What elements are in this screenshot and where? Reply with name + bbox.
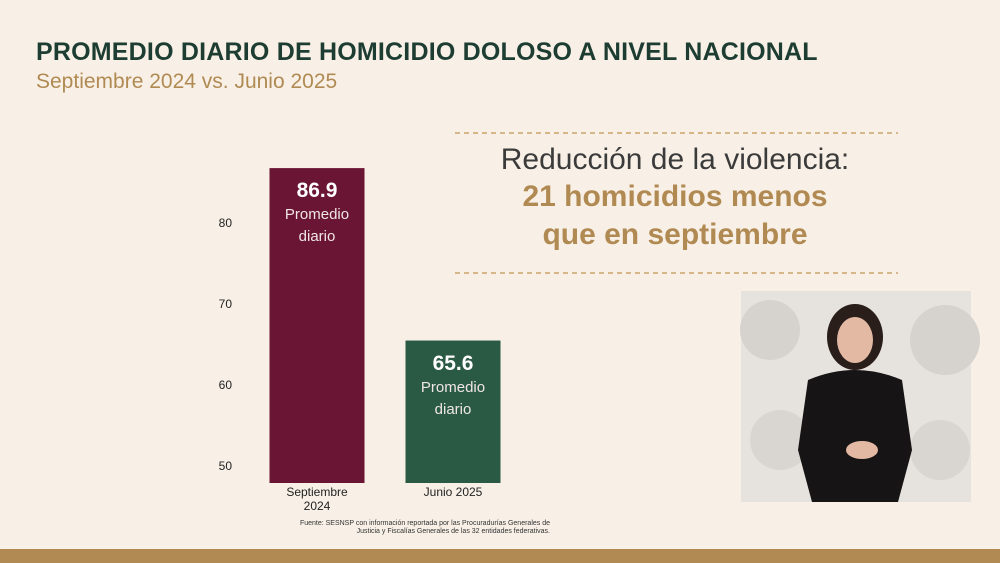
y-tick-label: 60 xyxy=(219,378,233,392)
x-tick-label: Junio 2025 xyxy=(423,485,483,499)
y-tick-label: 50 xyxy=(219,459,233,473)
subtitle: Septiembre 2024 vs. Junio 2025 xyxy=(36,70,338,93)
data-label: 86.9 xyxy=(296,179,338,203)
callout-text: Reducción de la violencia: xyxy=(500,143,850,176)
data-sublabel: Promedio diario xyxy=(284,206,350,246)
bar xyxy=(405,340,501,483)
footer-band xyxy=(0,549,1000,563)
bar xyxy=(269,168,365,483)
x-tick-label: Septiembre 2024 xyxy=(286,485,348,513)
data-label: 65.6 xyxy=(432,351,474,375)
title: PROMEDIO DIARIO DE HOMICIDIO DOLOSO A NI… xyxy=(36,38,818,66)
callout-highlight: 21 homicidios menos xyxy=(522,180,828,213)
y-tick-label: 80 xyxy=(219,216,233,230)
video-feed xyxy=(740,291,980,502)
y-tick-label: 70 xyxy=(219,297,233,311)
data-sublabel: Promedio diario xyxy=(420,378,486,418)
callout-highlight: que en septiembre xyxy=(542,218,808,251)
source-note: Fuente: SESNSP con información reportada… xyxy=(299,520,550,535)
